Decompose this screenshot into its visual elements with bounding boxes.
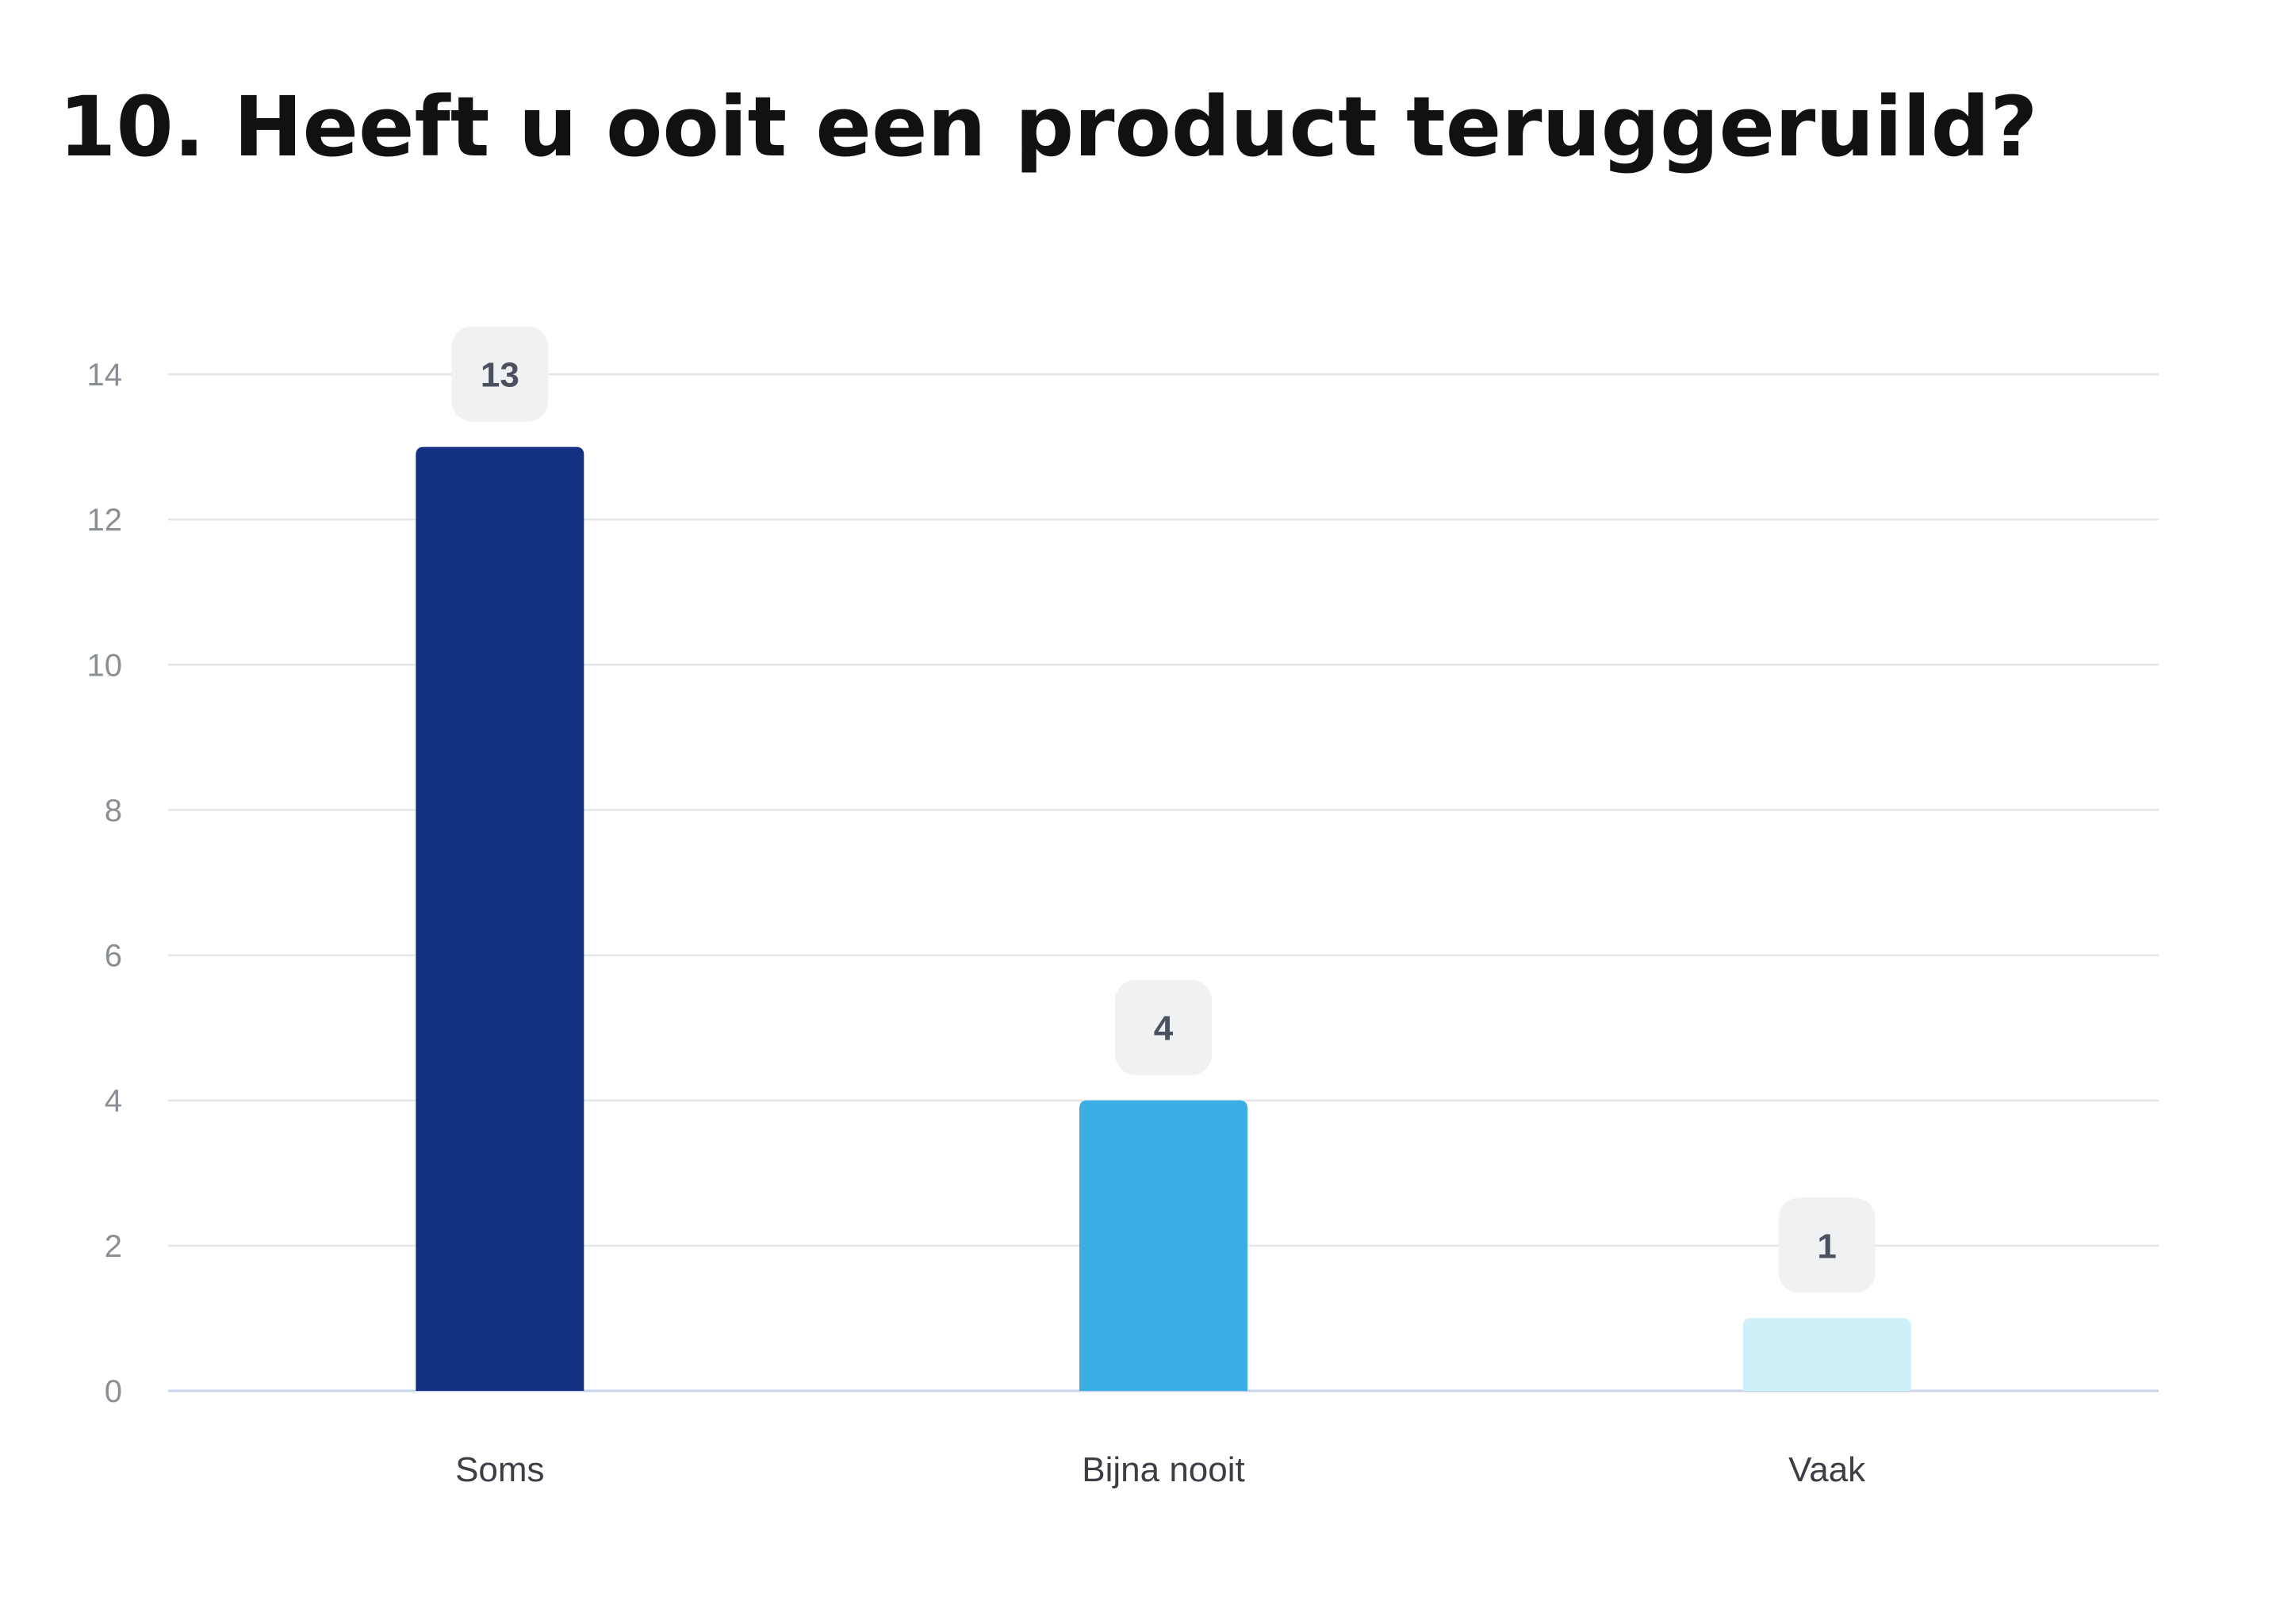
data-label-box (451, 326, 549, 422)
x-axis-ticks: Soms Bijna nooit Vaak (455, 1450, 1866, 1489)
data-label-box (1778, 1197, 1876, 1293)
y-tick-label: 0 (105, 1374, 122, 1409)
y-tick-label: 14 (87, 358, 123, 393)
chart-title: 10. Heeft u ooit een product teruggeruil… (59, 79, 2038, 175)
data-label: 13 (481, 356, 519, 395)
y-tick-label: 10 (87, 648, 123, 683)
y-axis-ticks: 0 2 4 6 8 10 12 14 (87, 358, 123, 1409)
y-tick-label: 12 (87, 503, 123, 538)
x-tick-label: Bijna nooit (1082, 1450, 1244, 1489)
bar-bijna-nooit (1079, 1100, 1247, 1391)
bar-soms (416, 446, 584, 1391)
data-label: 4 (1154, 1009, 1174, 1048)
x-tick-label: Vaak (1788, 1450, 1866, 1489)
data-label: 1 (1817, 1227, 1836, 1266)
y-tick-label: 2 (105, 1229, 122, 1264)
data-label-box (1115, 979, 1212, 1075)
y-tick-label: 8 (105, 793, 122, 828)
y-tick-label: 6 (105, 939, 122, 974)
y-tick-label: 4 (105, 1084, 122, 1119)
data-labels: 13 4 1 (451, 326, 1876, 1293)
bar-vaak (1742, 1318, 1911, 1391)
bars (416, 446, 1911, 1391)
x-tick-label: Soms (455, 1450, 544, 1489)
